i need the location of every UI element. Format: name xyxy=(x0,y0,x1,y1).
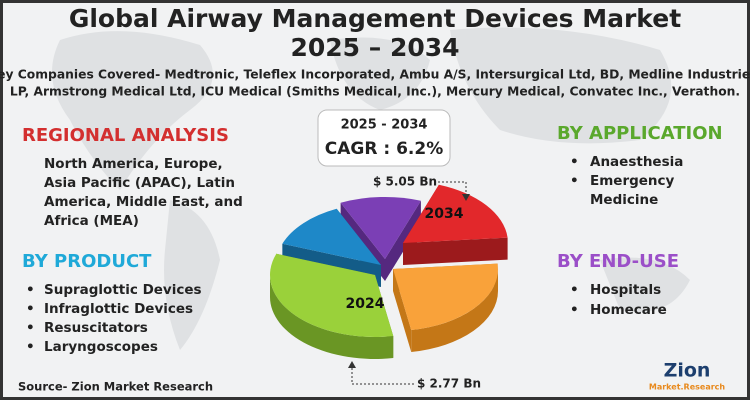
region-text: Africa (MEA) xyxy=(44,213,139,229)
pie-slice xyxy=(393,263,498,331)
list-item: Medicine xyxy=(590,192,658,208)
bullet: • xyxy=(570,302,579,318)
pie-slice xyxy=(282,208,381,265)
bullet: • xyxy=(570,173,579,189)
bullet: • xyxy=(26,282,35,298)
list-item: Hospitals xyxy=(590,282,661,298)
list-item: Supraglottic Devices xyxy=(44,282,202,298)
title: Global Airway Management Devices Market xyxy=(69,4,681,33)
world-map xyxy=(52,27,690,350)
region-text: Asia Pacific (APAC), Latin xyxy=(44,175,235,191)
pie-graphic: 2034 2024 xyxy=(270,184,508,359)
source: Source- Zion Market Research xyxy=(18,380,213,394)
section-heading: BY APPLICATION xyxy=(557,123,723,144)
cagr-period: 2025 - 2034 xyxy=(341,118,428,133)
list-item: Emergency xyxy=(590,173,675,189)
cagr-value: CAGR : 6.2% xyxy=(325,139,443,159)
bullet: • xyxy=(26,320,35,336)
pie-side xyxy=(411,269,499,353)
callout-line xyxy=(351,366,414,385)
section-heading: BY PRODUCT xyxy=(22,251,152,272)
list-item: Infraglottic Devices xyxy=(44,301,193,317)
product-list: • Supraglottic Devices • Infraglottic Devic… xyxy=(26,282,202,355)
region-text: North America, Europe, xyxy=(44,156,223,172)
list-item: Homecare xyxy=(590,302,667,318)
pie-slice xyxy=(340,196,421,259)
bullet: • xyxy=(570,282,579,298)
pie-slice xyxy=(270,253,394,337)
arrow xyxy=(462,194,470,201)
pie-label: 2024 xyxy=(346,296,385,312)
callout-line xyxy=(438,181,467,196)
section-heading: REGIONAL ANALYSIS xyxy=(22,125,229,146)
list-item: Laryngoscopes xyxy=(44,339,158,355)
callout-2034: $ 5.05 Bn xyxy=(373,175,437,189)
arrow xyxy=(348,361,356,368)
callout-2024: $ 2.77 Bn xyxy=(417,377,481,391)
bullet: • xyxy=(570,154,579,170)
section-heading: BY END-USE xyxy=(557,251,679,272)
bullet: • xyxy=(26,339,35,355)
subtitle: 2025 – 2034 xyxy=(290,33,459,62)
pie-side xyxy=(270,275,394,359)
pie-side xyxy=(403,237,508,265)
logo-name: Zion xyxy=(664,360,711,382)
bullet: • xyxy=(26,301,35,317)
pie-side xyxy=(385,200,421,281)
region-text: America, Middle East, and xyxy=(44,194,243,210)
pie-side xyxy=(393,269,412,353)
companies: Key Companies Covered- Medtronic, Telefl… xyxy=(0,68,750,82)
logo-sub: Market.Research xyxy=(649,383,726,392)
list-item: Resuscitators xyxy=(44,320,148,336)
pie-label: 2034 xyxy=(425,206,464,222)
companies: LP, Armstrong Medical Ltd, ICU Medical (… xyxy=(10,85,740,99)
pie-slice xyxy=(403,184,508,243)
text-layer: Global Airway Management Devices Market … xyxy=(0,4,750,394)
list-item: Anaesthesia xyxy=(590,154,683,170)
cagr-box xyxy=(317,109,451,167)
